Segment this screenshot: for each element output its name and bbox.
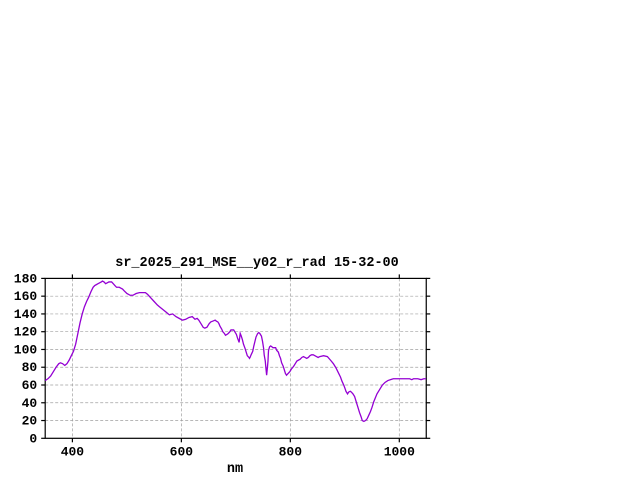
- svg-text:400: 400: [61, 444, 85, 459]
- svg-text:60: 60: [22, 378, 38, 393]
- svg-text:100: 100: [14, 342, 38, 357]
- svg-text:1000: 1000: [384, 444, 415, 459]
- svg-text:20: 20: [22, 414, 38, 429]
- svg-text:sr_2025_291_MSE__y02_r_rad 15-: sr_2025_291_MSE__y02_r_rad 15-32-00: [115, 256, 399, 271]
- svg-text:600: 600: [170, 444, 194, 459]
- svg-text:nm: nm: [227, 462, 243, 477]
- svg-text:160: 160: [14, 289, 38, 304]
- svg-text:80: 80: [22, 360, 38, 375]
- svg-text:140: 140: [14, 307, 38, 322]
- svg-text:800: 800: [279, 444, 303, 459]
- svg-text:0: 0: [29, 431, 37, 446]
- svg-text:180: 180: [14, 271, 38, 286]
- svg-text:40: 40: [22, 396, 38, 411]
- svg-text:120: 120: [14, 325, 38, 340]
